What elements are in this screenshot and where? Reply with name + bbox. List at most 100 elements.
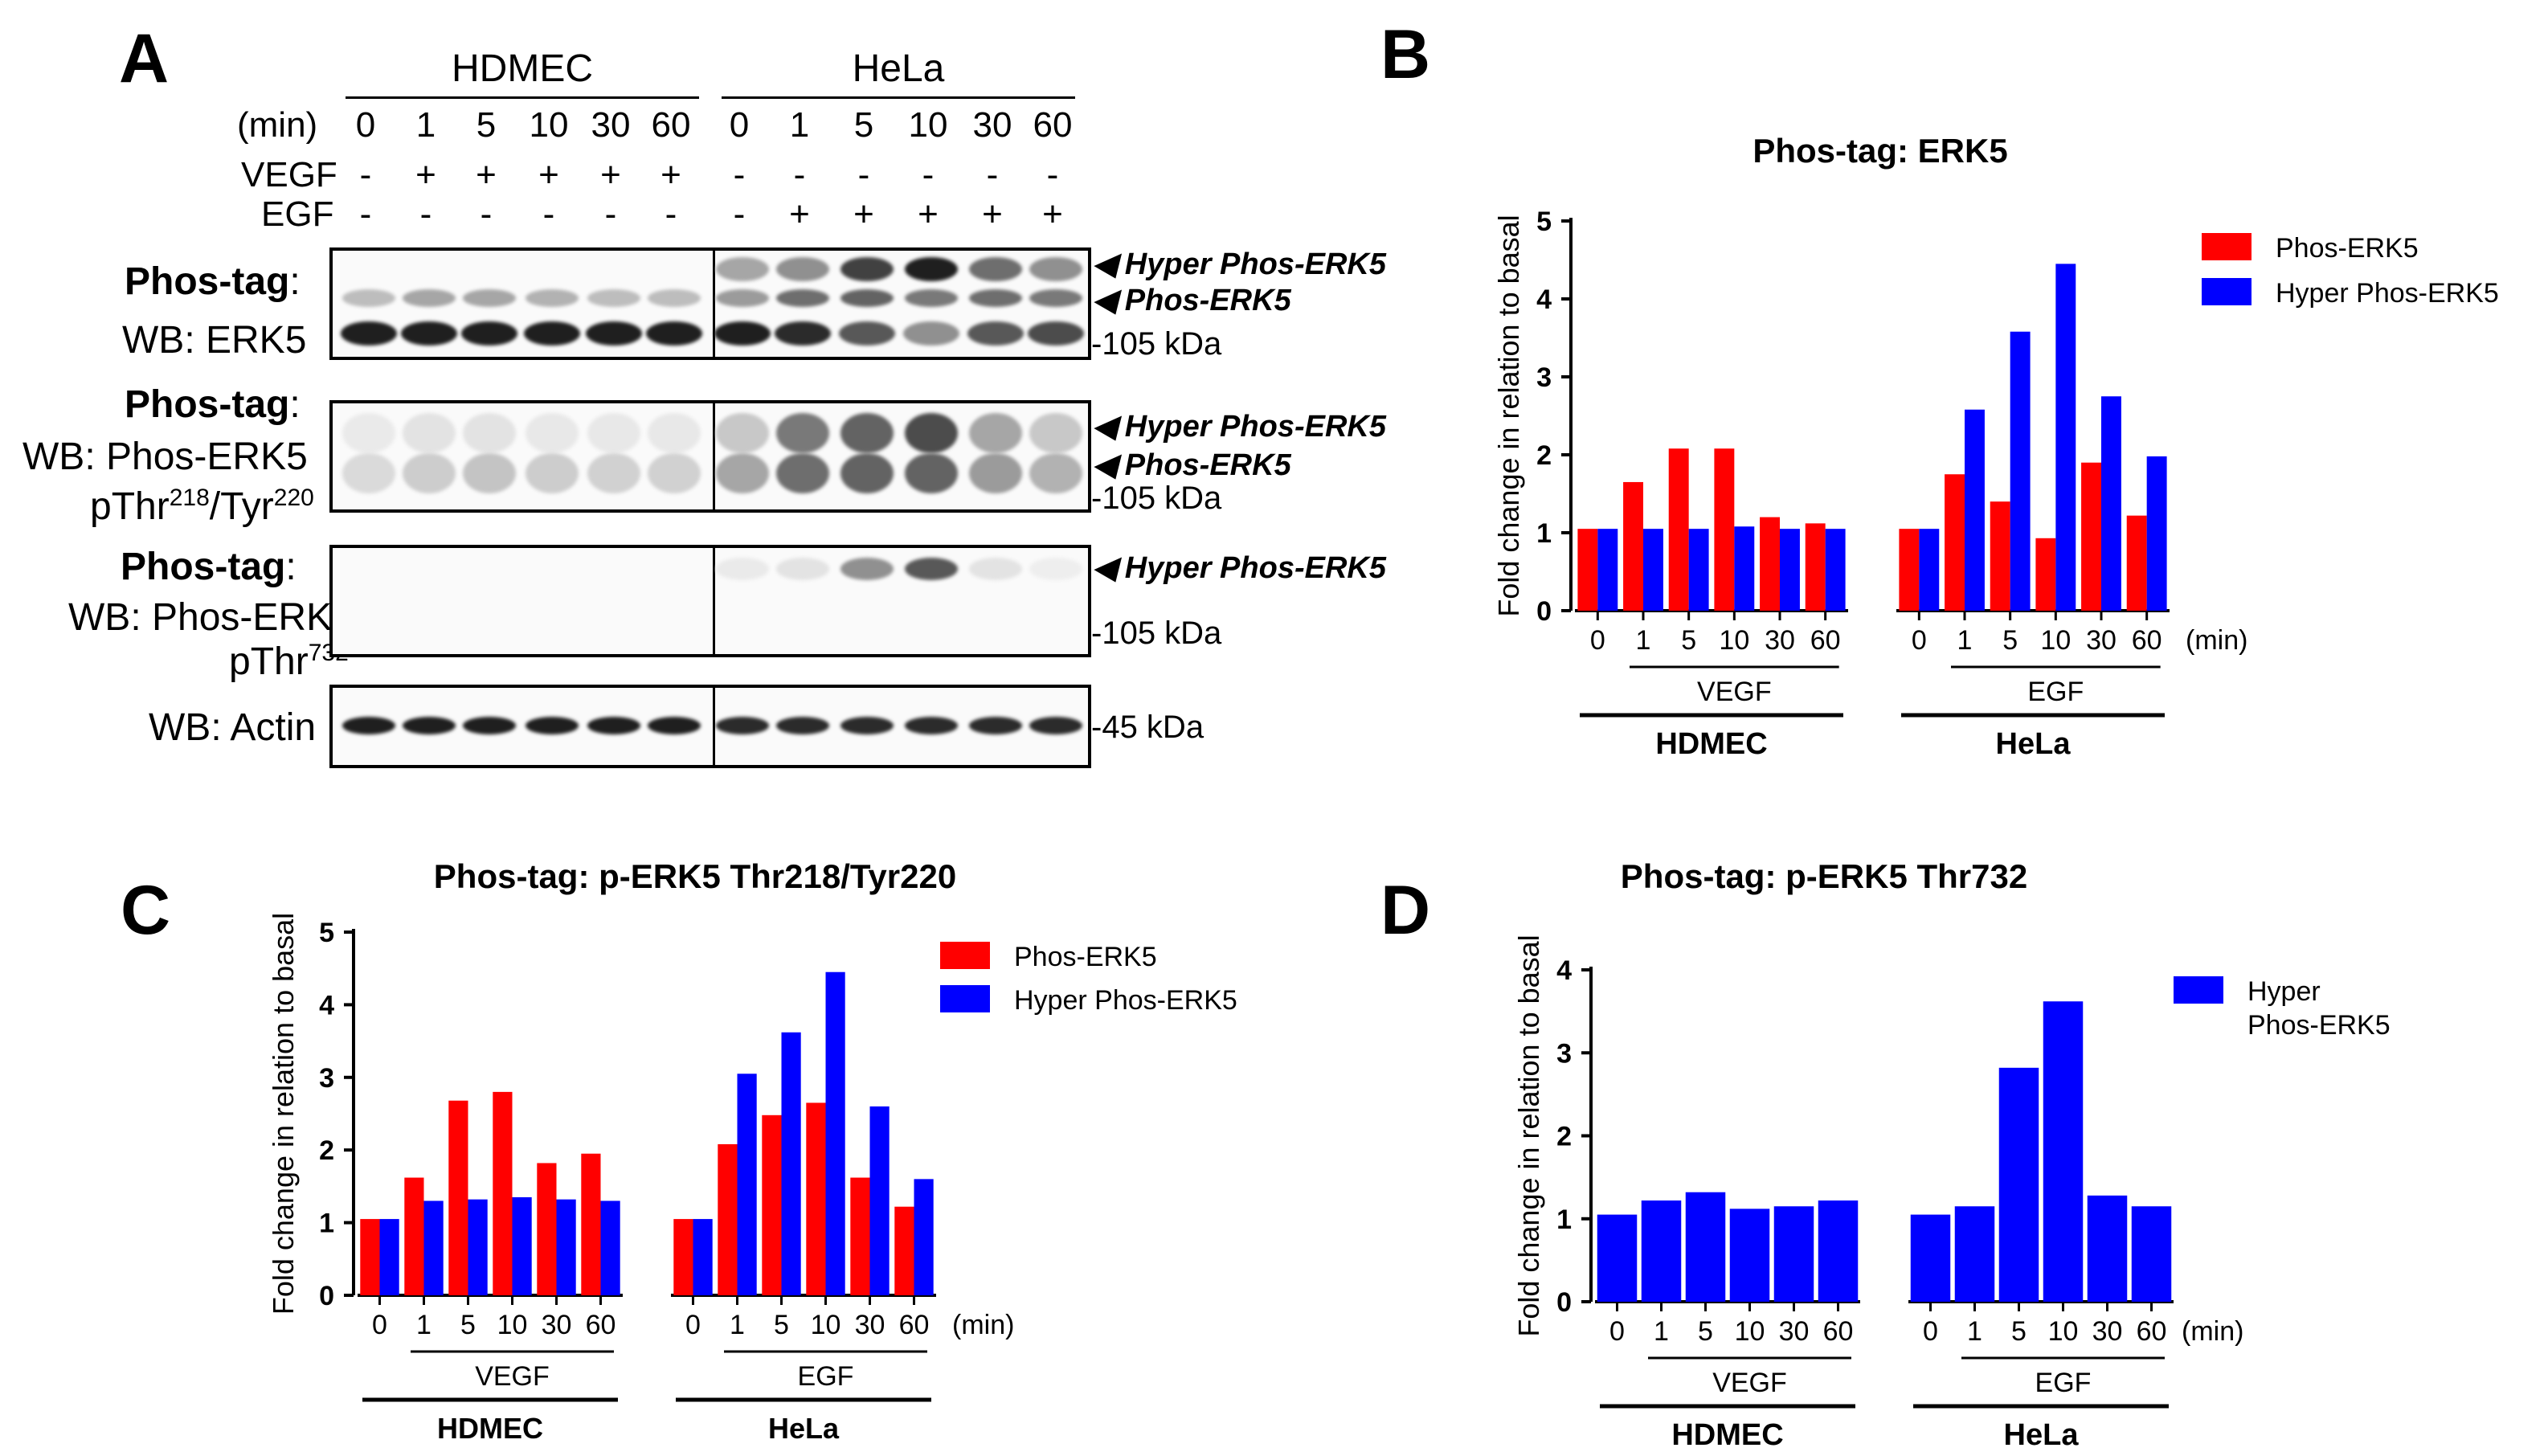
lane-time-5: 60 bbox=[651, 105, 691, 145]
chart-b: Phos-tag: ERK5 Fold change in relation to… bbox=[1492, 132, 2499, 761]
bar-phos-erk5-9 bbox=[806, 1102, 826, 1295]
legend-label-0-0: Phos-ERK5 bbox=[2276, 233, 2419, 264]
x-tick-label-11: 60 bbox=[2132, 625, 2162, 656]
y-tick-label-2: 2 bbox=[1536, 440, 1552, 471]
blot1-hyper-band-9 bbox=[905, 257, 958, 281]
x-tick-label-4: 30 bbox=[542, 1310, 572, 1340]
blot1-marker: -105 kDa bbox=[1091, 326, 1222, 362]
x-tick-label-9: 10 bbox=[811, 1310, 841, 1340]
blot1-phos-band-9 bbox=[905, 289, 958, 307]
x-tick-label-6: 0 bbox=[1912, 625, 1927, 656]
bar-phos-erk5-9 bbox=[2035, 538, 2056, 611]
panel-label-b: B bbox=[1380, 16, 1431, 93]
y-tick-label-0: 0 bbox=[1556, 1287, 1572, 1318]
lane-egf-sign-1: - bbox=[419, 194, 432, 234]
y-tick-label-0: 0 bbox=[1536, 596, 1552, 627]
x-tick-label-10: 30 bbox=[2092, 1316, 2123, 1347]
x-tick-label-4: 30 bbox=[1779, 1316, 1810, 1347]
treatment-label-0: VEGF bbox=[1697, 677, 1772, 707]
bar-hyper-phos-erk5-7 bbox=[1965, 409, 1985, 611]
blot1-base-band-9 bbox=[903, 321, 959, 346]
cell-line-hela: HeLa bbox=[852, 47, 945, 90]
y-tick-label-4: 4 bbox=[1556, 955, 1572, 986]
blot2-title: Phos-tag: bbox=[125, 383, 301, 426]
panel-label-c: C bbox=[121, 872, 171, 949]
blot1-phos-band-0 bbox=[342, 289, 395, 307]
bar-phos-erk5-7 bbox=[1945, 474, 1965, 611]
blot1-image bbox=[329, 247, 1091, 360]
x-tick-label-5: 60 bbox=[586, 1310, 616, 1340]
lane-vegf-sign-8: - bbox=[857, 155, 870, 194]
bar-phos-erk5-1 bbox=[404, 1177, 424, 1295]
bar-hyper-phos-erk5-5 bbox=[600, 1200, 620, 1295]
lane-egf-sign-5: - bbox=[665, 194, 677, 234]
blot3-arrow-hyper: ◀ Hyper Phos-ERK5 bbox=[1093, 551, 1386, 585]
legend-label-0-1: Phos-ERK5 bbox=[2247, 1010, 2391, 1041]
lane-time-11: 60 bbox=[1033, 105, 1073, 145]
legend-label-1-0: Hyper Phos-ERK5 bbox=[2276, 278, 2499, 309]
blot4-actin-band-1 bbox=[403, 717, 456, 734]
blot2-phos-band-10 bbox=[969, 453, 1022, 493]
lane-vegf-sign-3: + bbox=[538, 155, 559, 194]
blot3-marker: -105 kDa bbox=[1091, 616, 1222, 651]
blot1-phos-band-7 bbox=[776, 289, 829, 307]
bar-phos-erk5-3 bbox=[493, 1091, 513, 1295]
blot1-phos-band-4 bbox=[587, 289, 640, 307]
bar-hyper-phos-erk5-1 bbox=[423, 1200, 444, 1295]
blot3-image bbox=[329, 545, 1091, 657]
blot2-hyper-band-10 bbox=[969, 413, 1022, 453]
bar-phos-erk5-0 bbox=[360, 1219, 380, 1295]
bar-hyper-phos-erk5-2 bbox=[1688, 529, 1709, 611]
bar-phos-erk5-6 bbox=[673, 1219, 693, 1295]
blot1-hyper-band-10 bbox=[969, 257, 1022, 281]
x-tick-label-8: 5 bbox=[774, 1310, 789, 1340]
hela-underline bbox=[722, 96, 1075, 99]
lane-egf-sign-10: + bbox=[982, 194, 1003, 234]
bar-hyper-phos-erk5-6 bbox=[693, 1219, 713, 1295]
legend-swatch-1 bbox=[2202, 278, 2251, 305]
panel-label-d: D bbox=[1380, 872, 1431, 949]
blot2-hyper-band-9 bbox=[905, 413, 958, 453]
treatment-label-1: EGF bbox=[2035, 1368, 2092, 1398]
lane-egf-sign-4: - bbox=[604, 194, 617, 234]
cell-label-1: HeLa bbox=[768, 1412, 840, 1445]
y-axis-label: Fold change in relation to basal bbox=[1512, 935, 1545, 1336]
blot4-actin-band-4 bbox=[587, 717, 640, 734]
blot4-marker: -45 kDa bbox=[1091, 710, 1204, 745]
cell-label-1: HeLa bbox=[2004, 1418, 2080, 1452]
y-tick-label-5: 5 bbox=[1536, 207, 1552, 237]
bar-phos-erk5-10 bbox=[850, 1177, 870, 1295]
blot1-arrow-phos: ◀ Phos-ERK5 bbox=[1093, 284, 1291, 317]
bar-hyper-phos-erk5-0 bbox=[379, 1219, 399, 1295]
blot1-phos-band-6 bbox=[716, 289, 769, 307]
treatment-label-1: EGF bbox=[798, 1361, 854, 1392]
lane-egf-sign-9: + bbox=[918, 194, 939, 234]
x-tick-label-9: 10 bbox=[2048, 1316, 2079, 1347]
bar-hyper-phos-erk5-11 bbox=[914, 1179, 934, 1295]
cell-label-0: HDMEC bbox=[1671, 1418, 1783, 1452]
blot1-phos-band-11 bbox=[1029, 289, 1082, 307]
lane-time-10: 30 bbox=[972, 105, 1012, 145]
blot2-hyper-band-11 bbox=[1029, 413, 1082, 453]
cell-line-hdmec: HDMEC bbox=[452, 47, 593, 90]
bar-hyper-phos-erk5-5 bbox=[1818, 1200, 1859, 1302]
x-tick-label-1: 1 bbox=[416, 1310, 431, 1340]
x-tick-label-10: 30 bbox=[855, 1310, 885, 1340]
bar-hyper-phos-erk5-3 bbox=[1729, 1209, 1770, 1302]
lane-egf-sign-2: - bbox=[480, 194, 493, 234]
x-tick-label-0: 0 bbox=[1609, 1316, 1625, 1347]
chart-title: Phos-tag: p-ERK5 Thr732 bbox=[1621, 857, 2027, 895]
blot2-phos-band-7 bbox=[776, 453, 829, 493]
bar-hyper-phos-erk5-7 bbox=[1954, 1206, 1995, 1302]
blot1-base-band-11 bbox=[1028, 321, 1084, 346]
y-axis-label: Fold change in relation to basal bbox=[269, 913, 300, 1315]
blot2-hyper-band-6 bbox=[716, 413, 769, 453]
legend-swatch-0 bbox=[940, 942, 990, 969]
cell-label-0: HDMEC bbox=[1655, 727, 1767, 761]
blot2-hyper-band-3 bbox=[526, 413, 579, 453]
x-tick-label-2: 5 bbox=[1681, 625, 1696, 656]
x-tick-label-10: 30 bbox=[2086, 625, 2117, 656]
cell-label-1: HeLa bbox=[1996, 727, 2072, 761]
x-tick-label-0: 0 bbox=[1590, 625, 1605, 656]
bar-phos-erk5-2 bbox=[1668, 448, 1689, 611]
